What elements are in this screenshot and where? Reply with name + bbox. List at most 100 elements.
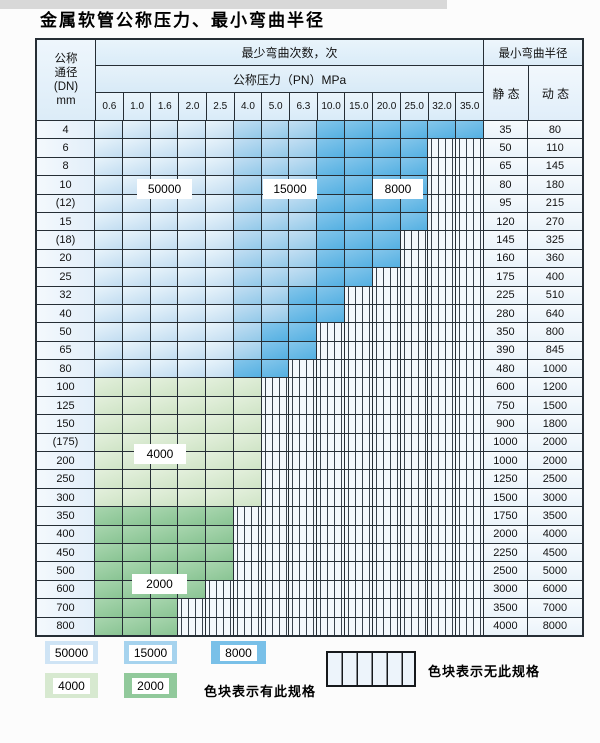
cycle-cell [345, 194, 373, 212]
cycle-cell [150, 396, 179, 415]
cycle-cell [233, 212, 262, 231]
cycle-cell [178, 212, 207, 231]
cycle-cell [372, 212, 401, 231]
no-spec-cell [289, 452, 318, 470]
cycle-cell [206, 378, 234, 396]
no-spec-cell [456, 488, 484, 507]
no-spec-cell [400, 286, 429, 304]
cycle-cell [206, 139, 234, 157]
no-spec-cell [400, 323, 429, 341]
dynamic-radius-cell: 2000 [527, 452, 582, 470]
no-spec-cell [372, 452, 401, 470]
static-radius-cell: 1250 [483, 470, 528, 488]
cycle-cell [317, 231, 346, 249]
cycle-cell [178, 341, 207, 360]
static-radius-cell: 1500 [483, 488, 528, 507]
cycle-cell [372, 157, 401, 176]
cycle-cell [206, 360, 234, 378]
cycle-cell [206, 157, 234, 176]
cycle-cell [233, 323, 262, 341]
static-radius-cell: 120 [483, 212, 528, 231]
dn-cell: 800 [37, 617, 95, 635]
table-row: 450 2250 4500 [37, 543, 582, 563]
no-spec-cell [428, 176, 457, 194]
no-spec-cell [289, 507, 318, 525]
no-spec-cell [233, 580, 262, 599]
cycle-cell [122, 617, 151, 635]
cycle-cell [206, 212, 234, 231]
no-spec-cell [289, 378, 318, 396]
cycle-cell [178, 157, 207, 176]
no-spec-cell [317, 488, 346, 507]
no-spec-cell [345, 617, 373, 635]
legend-available-note: 色块表示有此规格 [204, 684, 317, 699]
no-spec-cell [456, 562, 484, 580]
cycle-cell [206, 304, 234, 323]
cycle-cell [317, 176, 346, 194]
cycle-cell [400, 139, 429, 157]
dynamic-radius-cell: 1000 [527, 360, 582, 378]
cycle-cell [95, 323, 123, 341]
static-radius-cell: 35 [483, 121, 528, 139]
table-row: 500 2500 5000 [37, 562, 582, 581]
cycle-cell [150, 231, 179, 249]
cycle-cell [289, 341, 318, 360]
no-spec-cell [456, 139, 484, 157]
no-spec-cell [456, 194, 484, 212]
no-spec-cell [317, 470, 346, 488]
cycle-count-label: 8000 [373, 179, 423, 199]
no-spec-cell [372, 488, 401, 507]
dn-cell: (18) [37, 231, 95, 249]
dn-cell: (12) [37, 194, 95, 212]
cycle-cell [206, 470, 234, 488]
dynamic-radius-cell: 640 [527, 304, 582, 323]
dn-cell: 15 [37, 212, 95, 231]
cycle-cell [178, 360, 207, 378]
dynamic-radius-cell: 215 [527, 194, 582, 212]
no-spec-cell [400, 231, 429, 249]
pressure-column-header: 5.0 [262, 93, 291, 120]
cycle-cell [428, 121, 457, 139]
no-spec-cell [261, 415, 290, 433]
cycle-cell [233, 470, 262, 488]
cycle-cell [289, 268, 318, 286]
cycle-cell [261, 268, 290, 286]
table-row: 4 35 80 [37, 121, 582, 140]
no-spec-cell [372, 562, 401, 580]
static-radius-cell: 280 [483, 304, 528, 323]
no-spec-cell [345, 562, 373, 580]
no-spec-cell [372, 268, 401, 286]
no-spec-cell [261, 488, 290, 507]
no-spec-cell [289, 562, 318, 580]
no-spec-cell [233, 562, 262, 580]
no-spec-cell [372, 543, 401, 562]
table-row: 100 600 1200 [37, 378, 582, 397]
static-radius-cell: 900 [483, 415, 528, 433]
dynamic-radius-cell: 145 [527, 157, 582, 176]
no-spec-cell [372, 396, 401, 415]
cycle-cell [122, 543, 151, 562]
cycle-cell [261, 212, 290, 231]
cycle-cell [122, 507, 151, 525]
table-row: 800 4000 8000 [37, 617, 582, 635]
cycle-count-label: 50000 [137, 179, 192, 199]
cycle-cell [233, 488, 262, 507]
no-spec-cell [456, 470, 484, 488]
dynamic-radius-cell: 270 [527, 212, 582, 231]
no-spec-cell [456, 396, 484, 415]
no-spec-cell [372, 304, 401, 323]
no-spec-cell [261, 378, 290, 396]
cycle-cell [289, 157, 318, 176]
no-spec-cell [400, 543, 429, 562]
cycle-cell [95, 580, 123, 599]
no-spec-cell [345, 507, 373, 525]
static-radius-cell: 3000 [483, 580, 528, 599]
cycle-cell [178, 304, 207, 323]
dn-header-line: mm [56, 94, 76, 107]
cycle-cell [206, 286, 234, 304]
cycle-cell [317, 121, 346, 139]
cycle-cell [122, 249, 151, 268]
legend-chip: 8000 [211, 641, 266, 664]
cycle-cell [233, 194, 262, 212]
